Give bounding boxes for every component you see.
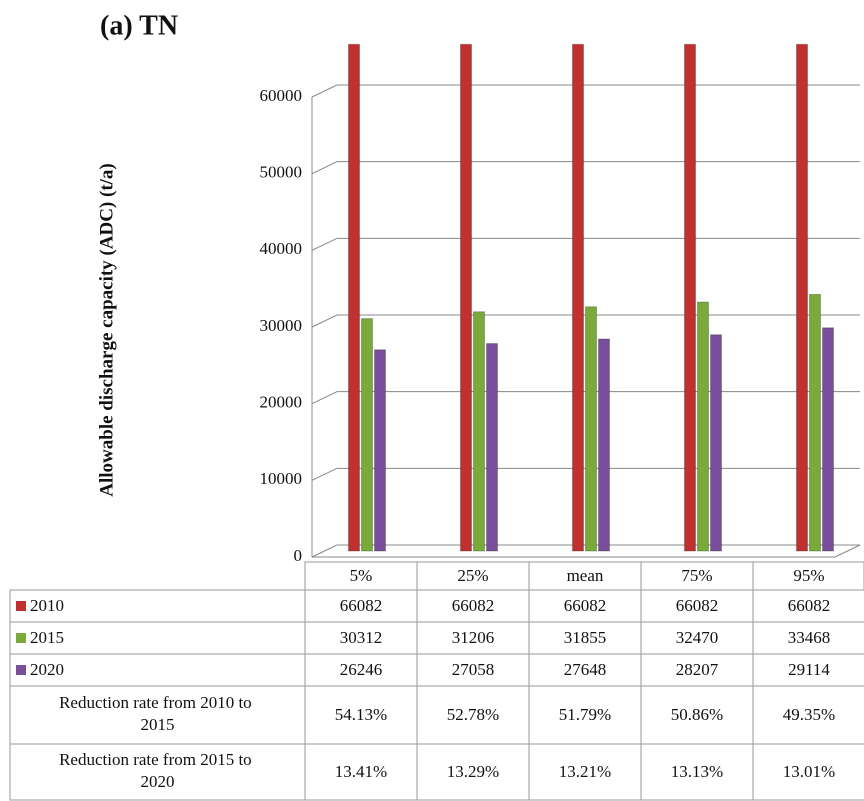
bar — [598, 338, 610, 552]
table-value: 50.86% — [671, 705, 723, 724]
table-value: 29114 — [788, 660, 830, 679]
bar — [697, 301, 709, 552]
x-tick-label: 95% — [793, 566, 824, 585]
chart-title: (a) TN — [100, 10, 178, 41]
legend-label: 2015 — [30, 628, 64, 647]
table-value: 30312 — [340, 628, 383, 647]
legend-label: 2020 — [30, 660, 64, 679]
y-tick-label: 50000 — [260, 163, 303, 182]
row-label: Reduction rate from 2015 to 2020 — [59, 750, 256, 791]
table-value: 31855 — [564, 628, 607, 647]
table-cell — [752, 743, 864, 801]
y-tick-label: 30000 — [260, 316, 303, 335]
bar — [361, 318, 373, 552]
table-value: 13.21% — [559, 762, 611, 781]
grid-line — [311, 84, 860, 98]
y-tick-label: 20000 — [260, 393, 303, 412]
table-value: 27058 — [452, 660, 495, 679]
legend-label: 2010 — [30, 596, 64, 615]
row-label: Reduction rate from 2010 to 2015 — [59, 693, 256, 734]
row-label-line: 2015 — [141, 715, 175, 734]
bar — [348, 43, 360, 552]
table-value: 28207 — [676, 660, 719, 679]
y-tick-label: 10000 — [260, 469, 303, 488]
legend-swatch — [16, 665, 26, 675]
table-value: 52.78% — [447, 705, 499, 724]
x-tick-label: 75% — [681, 566, 712, 585]
table-value: 13.13% — [671, 762, 723, 781]
bar — [809, 293, 821, 552]
table-value: 51.79% — [559, 705, 611, 724]
row-label-line: 2020 — [141, 772, 175, 791]
bar — [572, 43, 584, 552]
table-value: 33468 — [788, 628, 831, 647]
table-value: 27648 — [564, 660, 607, 679]
table-value: 32470 — [676, 628, 719, 647]
x-tick-label: 5% — [350, 566, 373, 585]
table-value: 66082 — [452, 596, 495, 615]
table-value: 54.13% — [335, 705, 387, 724]
table-value: 13.29% — [447, 762, 499, 781]
table-value: 13.01% — [783, 762, 835, 781]
bar — [684, 43, 696, 552]
table-value: 26246 — [340, 660, 383, 679]
table-value: 13.41% — [335, 762, 387, 781]
grid-line — [311, 237, 860, 251]
x-tick-label: mean — [567, 566, 604, 585]
y-axis-label: Allowable discharge capacity (ADC) (t/a) — [96, 163, 117, 497]
bar — [473, 311, 485, 552]
table-value: 49.35% — [783, 705, 835, 724]
y-tick-label: 60000 — [260, 86, 303, 105]
bar — [486, 343, 498, 552]
bar — [796, 43, 808, 552]
bar — [374, 349, 386, 552]
row-label-line: Reduction rate from 2015 to — [59, 750, 256, 769]
bar — [585, 306, 597, 552]
grid-line — [311, 161, 860, 175]
legend-swatch — [16, 601, 26, 611]
table-value: 66082 — [676, 596, 719, 615]
bar — [460, 43, 472, 552]
y-tick-label: 0 — [294, 546, 303, 565]
table-value: 31206 — [452, 628, 495, 647]
legend-swatch — [16, 633, 26, 643]
y-tick-label: 40000 — [260, 239, 303, 258]
x-tick-label: 25% — [457, 566, 488, 585]
bar — [822, 327, 834, 552]
table-value: 66082 — [340, 596, 383, 615]
floor — [312, 544, 861, 558]
table-value: 66082 — [564, 596, 607, 615]
row-label-line: Reduction rate from 2010 to — [59, 693, 256, 712]
table-value: 66082 — [788, 596, 831, 615]
bar — [710, 334, 722, 552]
